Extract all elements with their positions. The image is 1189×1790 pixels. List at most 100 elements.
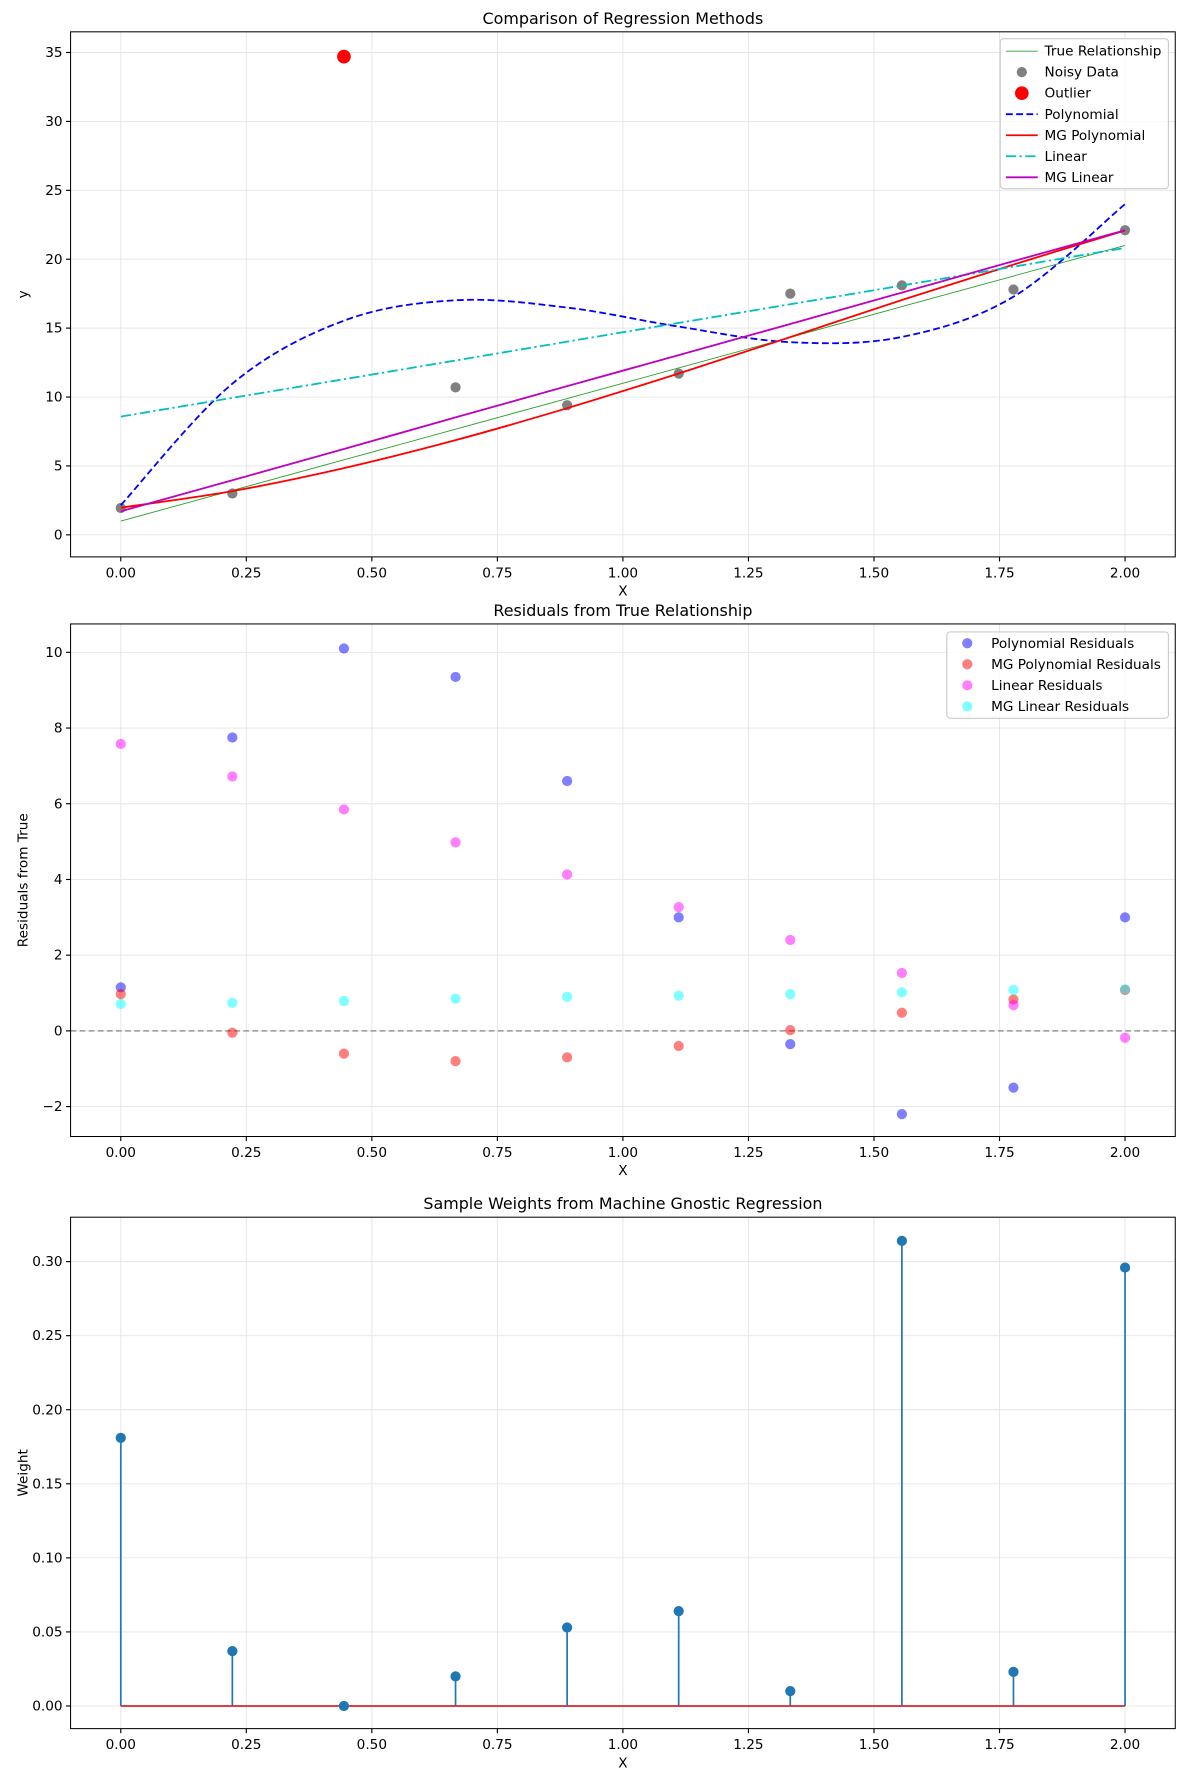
x-tick-label: 1.25 [733, 565, 763, 581]
y-tick-label: 0.10 [32, 1550, 62, 1566]
legend-label: Outlier [1045, 86, 1092, 102]
residual-point [785, 1039, 796, 1050]
x-tick-label: 0.00 [106, 1737, 136, 1753]
x-tick-label: 1.75 [984, 565, 1014, 581]
x-tick-label: 1.50 [859, 1145, 889, 1161]
residual-point [562, 869, 573, 880]
residual-point [227, 771, 238, 782]
legend-label: Linear [1045, 149, 1088, 165]
y-tick-label: 6 [54, 796, 63, 812]
residual-point [338, 995, 350, 1007]
residual-point [450, 671, 461, 683]
data-point [1008, 284, 1019, 295]
residual-point [785, 934, 796, 946]
legend-label: MG Linear [1045, 170, 1114, 186]
x-axis-label: X [618, 1163, 627, 1179]
x-tick-label: 1.25 [733, 1737, 763, 1753]
y-tick-label: 0.15 [32, 1476, 62, 1492]
residual-point [115, 989, 126, 1000]
stem-marker [896, 1235, 908, 1247]
y-tick-label: 0.00 [32, 1699, 62, 1715]
stem-marker [338, 1700, 350, 1712]
y-tick-label: 8 [54, 721, 63, 737]
y-axis-label: Residuals from True [15, 813, 31, 947]
residual-point [1008, 1082, 1019, 1093]
x-tick-label: 1.50 [859, 565, 889, 581]
residual-point [562, 991, 573, 1002]
x-tick-label: 1.00 [608, 565, 638, 581]
y-tick-label: 25 [45, 183, 62, 199]
residual-point [1008, 1000, 1019, 1011]
legend-label: MG Linear Residuals [991, 699, 1129, 715]
residual-point [450, 837, 461, 848]
legend-label: Noisy Data [1045, 65, 1119, 81]
x-tick-label: 0.25 [231, 1145, 261, 1161]
axes-frame [70, 623, 1176, 1138]
data-point [337, 49, 351, 64]
stem-marker [785, 1686, 796, 1697]
legend-label: MG Polynomial Residuals [991, 657, 1161, 673]
residual-point [338, 643, 350, 654]
y-tick-label: 0.25 [32, 1328, 62, 1344]
data-point [450, 382, 461, 393]
y-tick-label: 5 [54, 458, 63, 474]
residual-point [1008, 984, 1019, 996]
y-tick-label: 10 [45, 645, 62, 661]
x-tick-label: 1.00 [608, 1737, 638, 1753]
y-tick-label: 30 [45, 114, 62, 130]
residual-point [1119, 1032, 1131, 1043]
y-tick-label: 0 [54, 1023, 63, 1039]
residual-point [896, 1007, 908, 1018]
legend-label: Polynomial Residuals [991, 636, 1134, 652]
x-tick-label: 0.25 [231, 565, 261, 581]
residual-point [227, 732, 238, 743]
legend-swatch [962, 680, 973, 691]
chart-title: Comparison of Regression Methods [483, 9, 764, 28]
y-tick-label: 0.05 [32, 1624, 62, 1640]
x-axis-label: X [618, 1755, 627, 1771]
y-tick-label: 35 [45, 45, 62, 61]
legend-swatch [1016, 67, 1027, 78]
y-tick-label: 2 [54, 948, 63, 964]
y-tick-label: 0 [54, 527, 63, 543]
y-axis-label: y [15, 290, 31, 298]
legend-label: True Relationship [1044, 44, 1162, 60]
legend-label: MG Polynomial [1045, 128, 1146, 144]
series-line-4 [120, 229, 1126, 509]
chart-3: 0.00 0.25 0.50 0.75 1.00 1.25 1.50 1.75 2.00 0.00… [15, 1194, 1176, 1771]
residual-point [115, 738, 126, 750]
x-tick-label: 0.50 [357, 1145, 387, 1161]
y-tick-label: 0.30 [32, 1254, 62, 1270]
data-point [785, 288, 796, 299]
x-tick-label: 0.00 [106, 565, 136, 581]
chart-title: Residuals from True Relationship [493, 601, 752, 620]
x-tick-label: 1.00 [608, 1145, 638, 1161]
legend-swatch [962, 659, 973, 670]
residual-point [562, 1052, 573, 1063]
stem-marker [673, 1606, 684, 1617]
residual-point [896, 967, 908, 979]
residual-point [450, 993, 461, 1004]
chart-2: 0.00 0.25 0.50 0.75 1.00 1.25 1.50 1.75 2.00 −2 0 2… [15, 601, 1176, 1179]
x-tick-label: 1.25 [733, 1145, 763, 1161]
y-axis-label: Weight [15, 1449, 31, 1497]
x-tick-label: 2.00 [1110, 1737, 1140, 1753]
x-tick-label: 1.75 [984, 1737, 1014, 1753]
residual-point [338, 1048, 350, 1059]
residual-point [673, 990, 684, 1001]
legend-label: Polynomial [1045, 107, 1119, 123]
stem-marker [562, 1622, 573, 1633]
residual-point [785, 989, 796, 1000]
legend-swatch [962, 638, 973, 649]
residual-point [1119, 984, 1131, 995]
axes-frame [70, 1216, 1176, 1730]
x-tick-label: 2.00 [1110, 1145, 1140, 1161]
chart-title: Sample Weights from Machine Gnostic Regr… [423, 1194, 822, 1213]
legend-swatch [1015, 86, 1029, 101]
y-tick-label: 10 [45, 390, 62, 406]
residual-point [227, 1027, 238, 1038]
residual-point [673, 912, 684, 923]
x-tick-label: 0.75 [482, 1737, 512, 1753]
legend: True Relationship Noisy Data Outlier Polyno… [999, 38, 1170, 190]
